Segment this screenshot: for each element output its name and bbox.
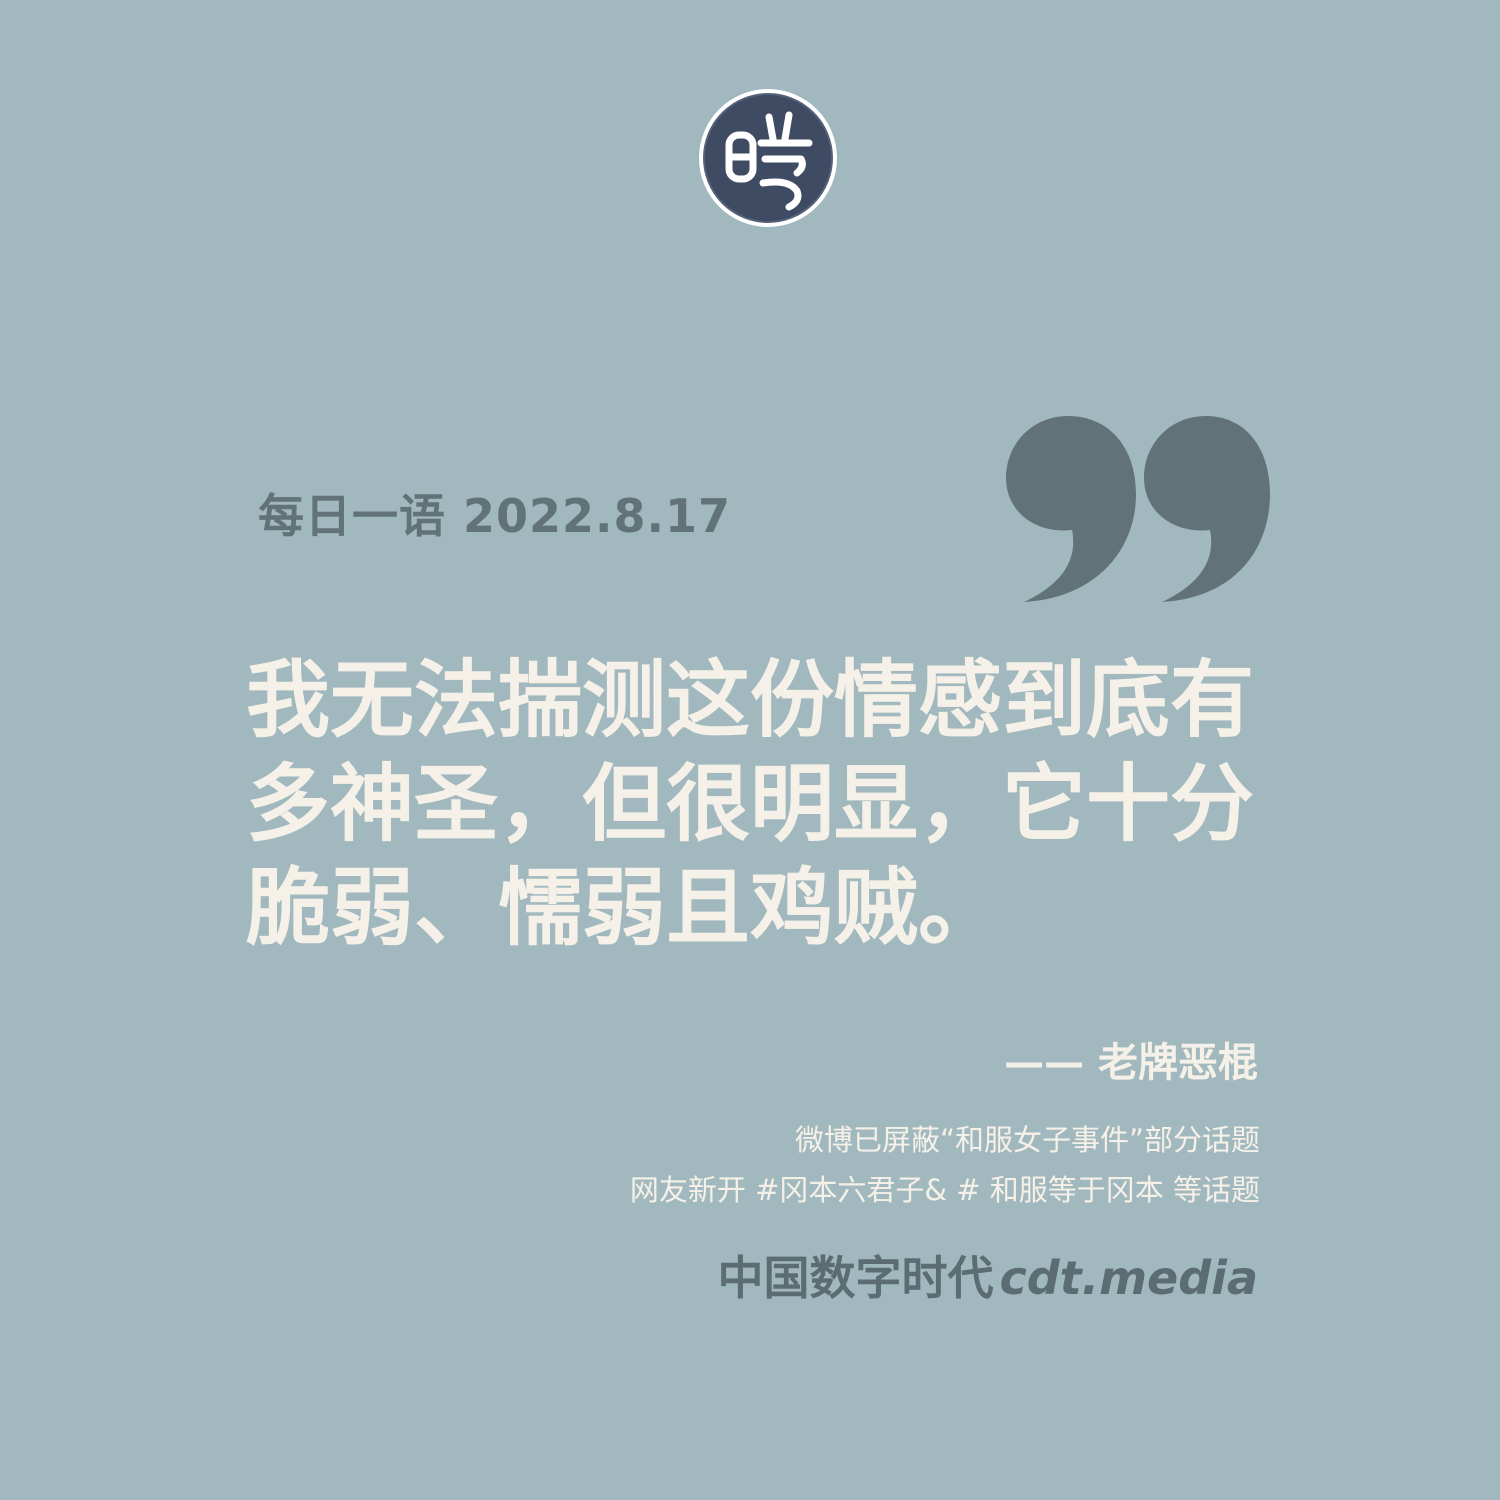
quote-text: 我无法揣测这份情感到底有 多神圣，但很明显，它十分 脆弱、懦弱且鸡贼。 [246, 648, 1266, 960]
quote-line: 我无法揣测这份情感到底有 [246, 650, 1255, 749]
quote-line: 多神圣，但很明显，它十分 [246, 754, 1255, 853]
brand-domain: cdt.media [999, 1251, 1258, 1305]
brand-name: 中国数字时代 [717, 1251, 994, 1305]
brand-footer: 中国数字时代 cdt.media [717, 1242, 1258, 1308]
context-note: 微博已屏蔽“和服女子事件”部分话题 网友新开 #冈本六君子& # 和服等于冈本 … [630, 1115, 1260, 1215]
note-line: 微博已屏蔽“和服女子事件”部分话题 [794, 1123, 1260, 1157]
quote-line: 脆弱、懦弱且鸡贼。 [246, 858, 1003, 957]
cdt-seal-logo-icon [697, 87, 839, 229]
quote-attribution: —— 老牌恶棍 [1004, 1040, 1258, 1086]
note-line: 网友新开 #冈本六君子& # 和服等于冈本 等话题 [629, 1173, 1260, 1207]
closing-quote-icon [1000, 410, 1275, 610]
date-line: 每日一语 2022.8.17 [258, 489, 732, 543]
